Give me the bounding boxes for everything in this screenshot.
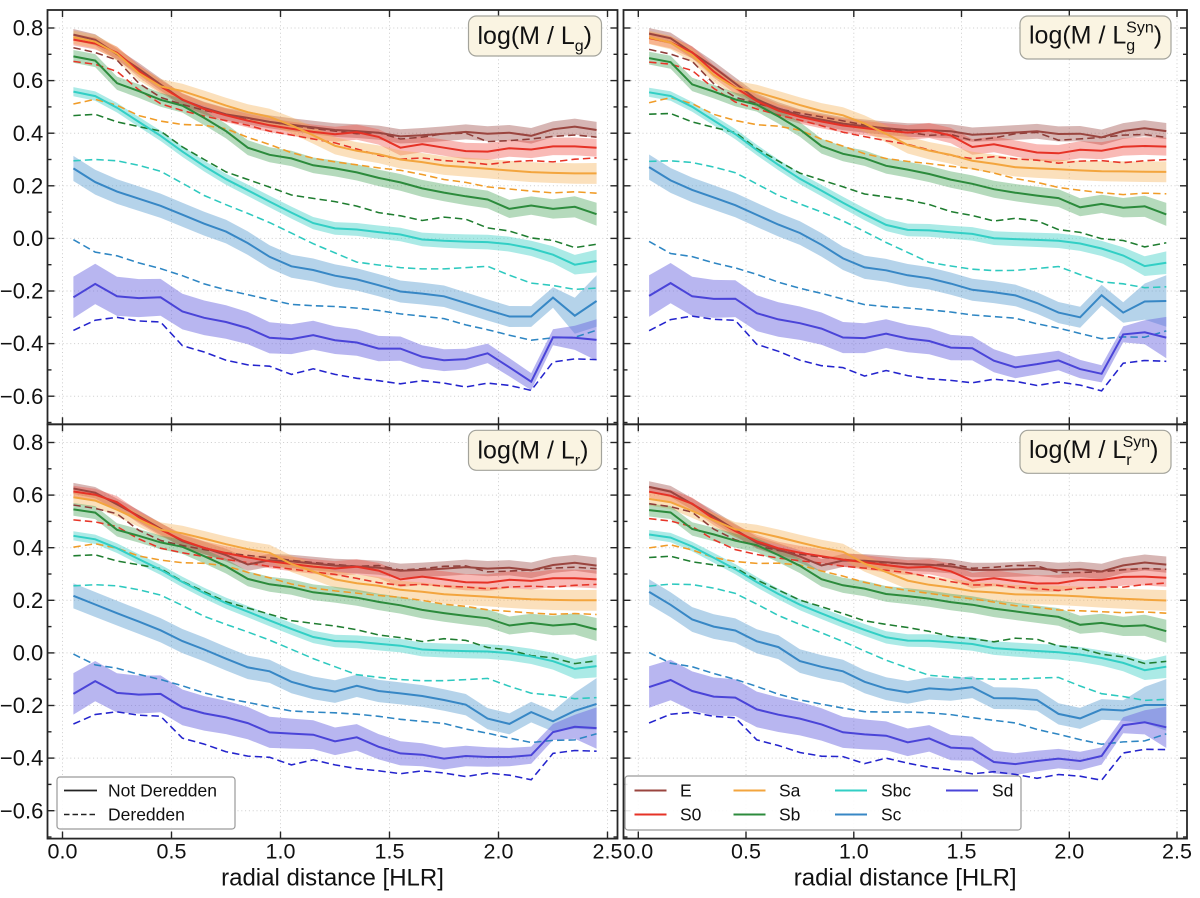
svg-text:−0.4: −0.4 bbox=[0, 331, 43, 356]
svg-text:1.0: 1.0 bbox=[266, 840, 296, 864]
svg-text:2.0: 2.0 bbox=[484, 840, 514, 864]
svg-text:E: E bbox=[680, 781, 692, 801]
svg-text:S0: S0 bbox=[680, 805, 702, 825]
svg-text:log(M / Lr): log(M / Lr) bbox=[478, 436, 589, 469]
svg-text:−0.6: −0.6 bbox=[0, 384, 43, 409]
svg-text:Sc: Sc bbox=[881, 805, 902, 825]
svg-text:0.0: 0.0 bbox=[623, 840, 653, 864]
svg-text:0.6: 0.6 bbox=[13, 483, 44, 508]
svg-text:log(M / Lg): log(M / Lg) bbox=[478, 22, 593, 55]
svg-text:0.2: 0.2 bbox=[13, 588, 44, 613]
svg-text:0.8: 0.8 bbox=[13, 430, 44, 455]
svg-text:Sd: Sd bbox=[992, 781, 1013, 801]
svg-text:0.0: 0.0 bbox=[13, 641, 44, 666]
svg-text:0.2: 0.2 bbox=[13, 173, 44, 198]
svg-text:0.4: 0.4 bbox=[13, 121, 44, 146]
svg-text:0.5: 0.5 bbox=[157, 840, 187, 864]
svg-text:−0.6: −0.6 bbox=[0, 798, 43, 823]
svg-text:Sa: Sa bbox=[779, 781, 801, 801]
svg-text:0.6: 0.6 bbox=[13, 68, 44, 93]
svg-text:−0.2: −0.2 bbox=[0, 693, 43, 718]
svg-text:−0.4: −0.4 bbox=[0, 746, 43, 771]
svg-text:radial distance [HLR]: radial distance [HLR] bbox=[221, 865, 444, 892]
svg-text:radial distance [HLR]: radial distance [HLR] bbox=[794, 865, 1017, 892]
svg-text:−0.2: −0.2 bbox=[0, 279, 43, 304]
svg-text:Deredden: Deredden bbox=[108, 805, 185, 825]
svg-text:0.0: 0.0 bbox=[13, 226, 44, 251]
svg-text:1.5: 1.5 bbox=[947, 840, 977, 864]
svg-text:0.8: 0.8 bbox=[13, 16, 44, 41]
svg-text:2.5: 2.5 bbox=[1162, 840, 1192, 864]
svg-text:0.0: 0.0 bbox=[48, 840, 78, 864]
svg-text:Not Deredden: Not Deredden bbox=[108, 781, 217, 801]
svg-text:Sb: Sb bbox=[779, 805, 800, 825]
svg-text:1.0: 1.0 bbox=[839, 840, 869, 864]
svg-text:0.4: 0.4 bbox=[13, 535, 44, 560]
svg-text:2.0: 2.0 bbox=[1054, 840, 1084, 864]
svg-text:0.5: 0.5 bbox=[731, 840, 761, 864]
svg-text:2.5: 2.5 bbox=[593, 840, 623, 864]
svg-text:Sbc: Sbc bbox=[881, 781, 911, 801]
svg-text:1.5: 1.5 bbox=[375, 840, 405, 864]
